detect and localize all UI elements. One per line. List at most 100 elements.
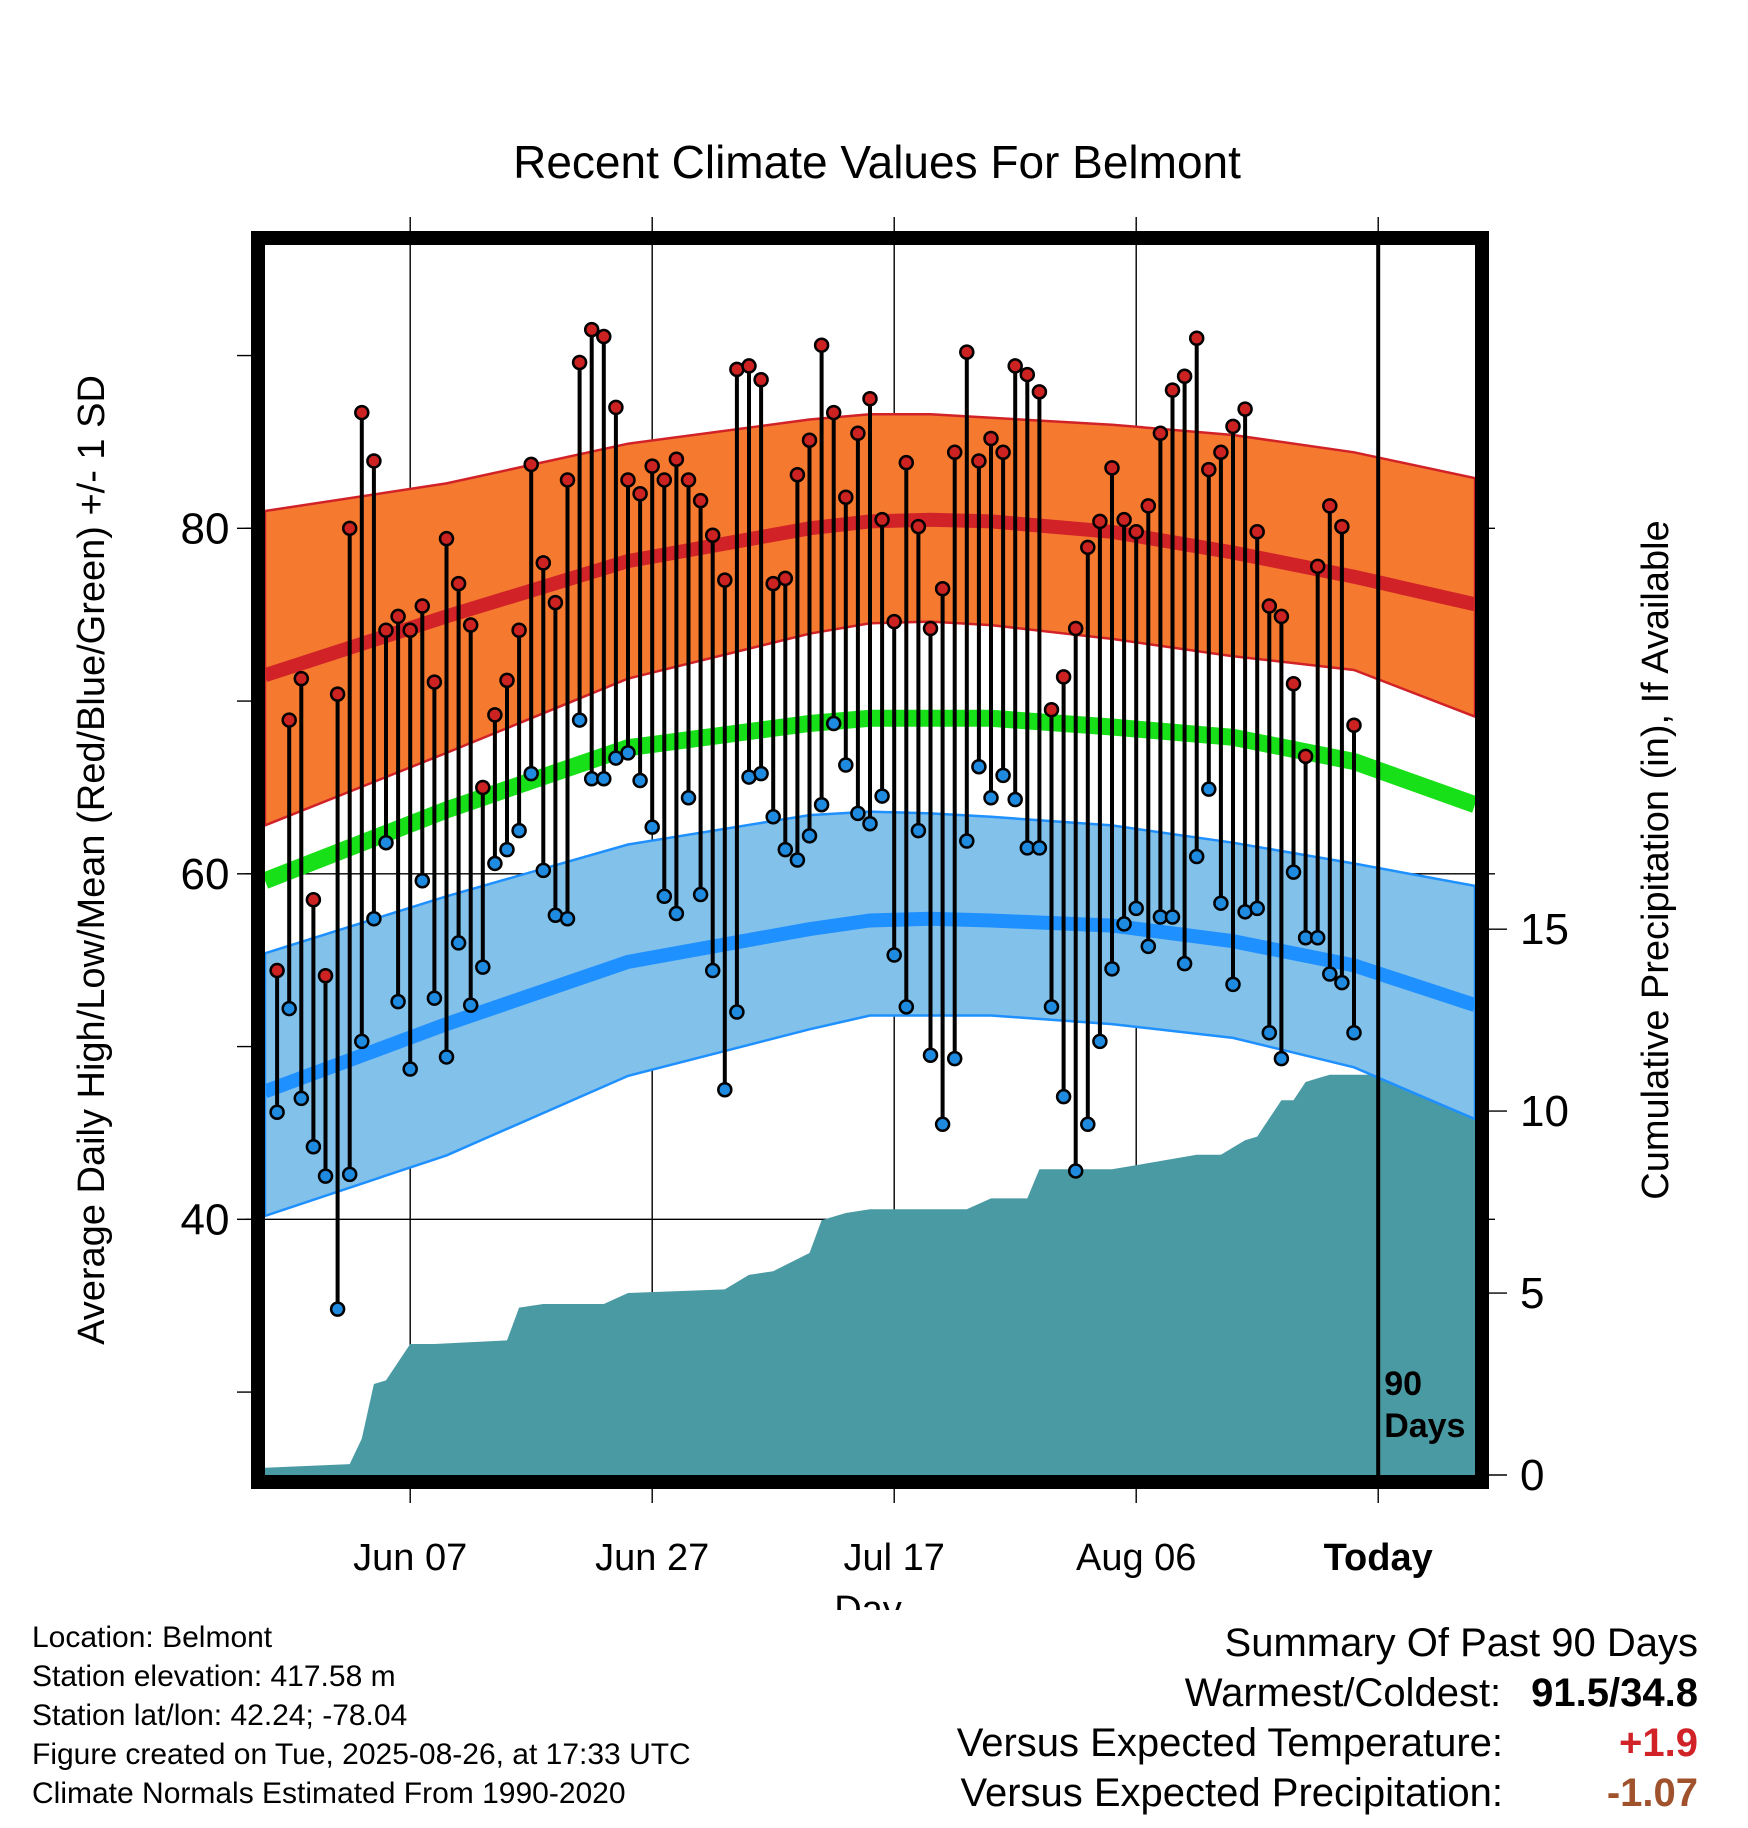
daily-low-point [898, 999, 915, 1015]
daily-high-point [511, 622, 527, 638]
daily-high-point [414, 598, 431, 614]
daily-low-point [305, 1139, 322, 1155]
daily-high-point [341, 520, 358, 537]
warmest-coldest-row: Warmest/Coldest: 91.5/34.8 [957, 1668, 1698, 1718]
daily-low-point [317, 1168, 334, 1184]
daily-high-point [293, 670, 310, 687]
daily-high-point [571, 354, 588, 371]
daily-low-point [729, 1004, 745, 1020]
daily-high-point [801, 432, 818, 448]
daily-high-point [1140, 498, 1157, 514]
daily-low-point [1322, 966, 1338, 982]
summary-heading: Summary Of Past 90 Days [1224, 1621, 1698, 1665]
daily-low-point [1346, 1025, 1362, 1041]
x-tick-label: Aug 06 [1076, 1537, 1196, 1579]
daily-high-point [874, 511, 890, 528]
daily-high-point [850, 425, 866, 442]
today-days-label: Days [1384, 1407, 1465, 1445]
daily-low-point [402, 1061, 418, 1077]
daily-high-point [1309, 558, 1326, 575]
x-tick-label: Jun 27 [595, 1537, 709, 1579]
daily-low-point [596, 771, 612, 787]
daily-low-point [414, 872, 431, 889]
daily-high-point [1322, 498, 1338, 514]
y-tick-label: 40 [181, 1195, 230, 1244]
daily-low-point [862, 815, 878, 832]
daily-low-point [1080, 1116, 1096, 1133]
precip-value: -1.07 [1606, 1771, 1698, 1815]
climate-chart: Recent Climate Values For Belmont 90 Days… [71, 136, 1677, 1610]
daily-low-point [680, 790, 697, 806]
daily-high-point [717, 572, 733, 588]
daily-high-point [1213, 444, 1229, 461]
daily-high-point [680, 472, 697, 488]
daily-low-point [341, 1166, 358, 1183]
daily-low-point [499, 841, 515, 858]
plot-area [265, 245, 1475, 1475]
warmest-coldest-value: 91.5/34.8 [1531, 1671, 1698, 1715]
y-tick-label: 80 [181, 504, 230, 553]
daily-low-point [801, 828, 818, 844]
elevation-text: Station elevation: 417.58 m [32, 1660, 396, 1693]
daily-low-point [1201, 781, 1217, 797]
daily-low-point [632, 772, 648, 789]
daily-high-point [1237, 401, 1253, 417]
daily-low-point [813, 796, 830, 813]
daily-low-point [329, 1301, 346, 1317]
daily-high-point [547, 594, 564, 611]
daily-high-point [378, 622, 394, 638]
daily-high-point [946, 444, 963, 461]
daily-high-point [886, 613, 902, 630]
daily-high-point [995, 444, 1011, 461]
y2-tick-label: 10 [1520, 1087, 1569, 1136]
daily-high-point [898, 454, 915, 471]
daily-low-point [1176, 955, 1193, 972]
daily-high-point [1176, 368, 1193, 385]
daily-high-point [910, 518, 927, 535]
daily-low-point [390, 993, 406, 1010]
daily-high-point [1201, 461, 1217, 478]
daily-high-point [583, 321, 600, 338]
daily-high-point [620, 472, 636, 488]
daily-low-point [850, 805, 866, 822]
temp-value: +1.9 [1619, 1721, 1698, 1765]
daily-low-point [366, 910, 382, 927]
daily-high-point [438, 530, 455, 547]
daily-low-point [656, 888, 673, 905]
x-tick-label: Jul 17 [843, 1537, 944, 1579]
precip-row: Versus Expected Precipitation: -1.07 [957, 1768, 1698, 1818]
daily-high-point [317, 967, 334, 984]
daily-low-point [1031, 840, 1048, 856]
daily-high-point [813, 337, 830, 353]
daily-high-point [1164, 382, 1181, 398]
daily-low-point [620, 745, 636, 761]
daily-low-point [644, 819, 660, 835]
x-axis-label: Day [834, 1589, 902, 1610]
latlon-text: Station lat/lon: 42.24; -78.04 [32, 1699, 408, 1732]
daily-low-point [1092, 1033, 1108, 1050]
daily-low-point [1164, 909, 1181, 925]
daily-low-point [535, 862, 552, 879]
daily-high-point [825, 404, 842, 421]
daily-high-point [402, 622, 418, 638]
y2-tick-label: 0 [1520, 1451, 1544, 1500]
daily-low-point [874, 788, 890, 804]
daily-low-point [995, 767, 1011, 784]
daily-high-point [1273, 608, 1290, 625]
daily-low-point [946, 1050, 963, 1067]
summary-panel: Summary Of Past 90 Days Warmest/Coldest:… [957, 1618, 1698, 1818]
daily-low-point [1007, 791, 1023, 808]
daily-high-point [1067, 620, 1084, 637]
daily-high-point [487, 707, 503, 723]
daily-high-point [1188, 330, 1205, 347]
daily-high-point [608, 399, 624, 416]
precip-label: Versus Expected Precipitation: [960, 1771, 1503, 1815]
y-tick-label: 60 [181, 850, 230, 899]
daily-low-point [571, 712, 588, 728]
x-tick-label: Jun 07 [353, 1537, 467, 1579]
chart-title: Recent Climate Values For Belmont [513, 136, 1241, 188]
daily-high-point [535, 555, 552, 571]
daily-high-point [1092, 513, 1108, 530]
daily-low-point [934, 1116, 951, 1133]
temp-label: Versus Expected Temperature: [956, 1721, 1503, 1765]
